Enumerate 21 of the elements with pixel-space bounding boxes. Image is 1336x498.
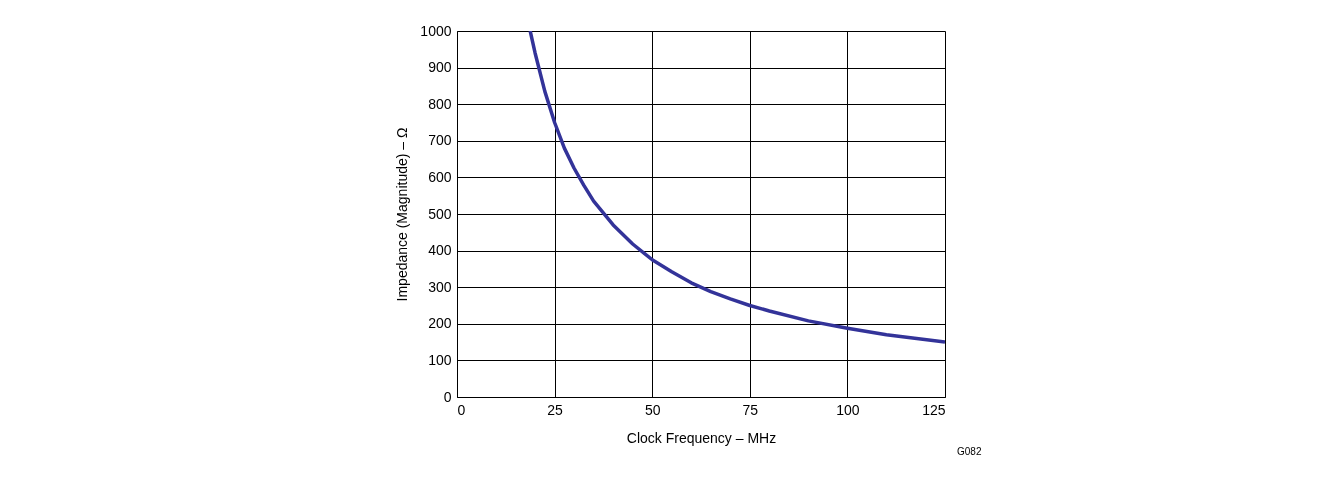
y-tick-label: 500 [428,205,452,222]
y-tick-label: 200 [428,315,452,332]
x-tick-label: 75 [742,401,759,418]
y-tick-label: 1000 [420,22,452,39]
y-tick-label: 100 [428,351,452,368]
y-tick-label: 300 [428,278,452,295]
y-tick-label: 400 [428,242,452,259]
x-tick-label: 0 [457,401,466,418]
y-tick-label: 900 [428,59,452,76]
y-tick-label: 800 [428,95,452,112]
y-tick-label: 0 [443,388,452,405]
y-axis-title: Impedance (Magnitude) – Ω [394,127,411,302]
y-tick-label: 600 [428,168,452,185]
y-tick-label: 700 [428,132,452,149]
x-tick-label: 100 [836,401,860,418]
line-series [528,31,945,344]
x-tick-label: 125 [922,401,946,418]
x-tick-label: 50 [644,401,661,418]
text: G082 [957,446,982,457]
x-axis-title: Clock Frequency – MHz [626,429,777,446]
x-tick-label: 25 [547,401,564,418]
